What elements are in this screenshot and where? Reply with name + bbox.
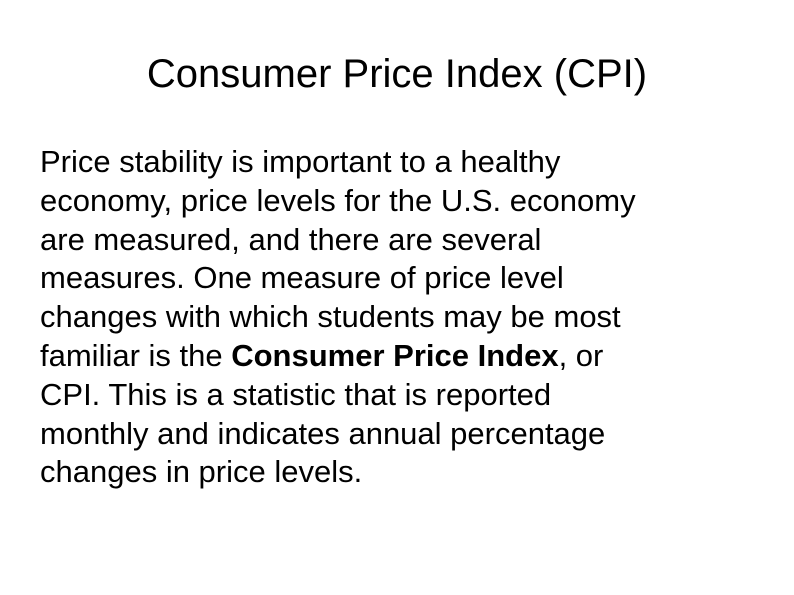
body-line-4: measures. One measure of price level — [40, 260, 564, 296]
body-line-3: are measured, and there are several — [40, 221, 542, 257]
slide-body-text: Price stability is important to a health… — [40, 143, 760, 492]
body-line-5: changes with which students may be most — [40, 299, 621, 335]
body-line-6-tail: , or — [558, 337, 604, 373]
slide-title: Consumer Price Index (CPI) — [146, 52, 648, 96]
body-line-2: economy, price levels for the U.S. econo… — [40, 182, 636, 218]
body-line-8: monthly and indicates annual percentage — [40, 415, 606, 451]
body-line-9: changes in price levels. — [40, 454, 363, 490]
body-line-6: familiar is the Consumer Price Index, or — [40, 337, 760, 376]
body-line-1: Price stability is important to a health… — [40, 144, 561, 179]
body-line-6-lead: familiar is the — [40, 337, 232, 373]
key-term-consumer-price-index: Consumer Price Index — [231, 337, 559, 373]
body-line-7: CPI. This is a statistic that is reporte… — [40, 376, 552, 412]
